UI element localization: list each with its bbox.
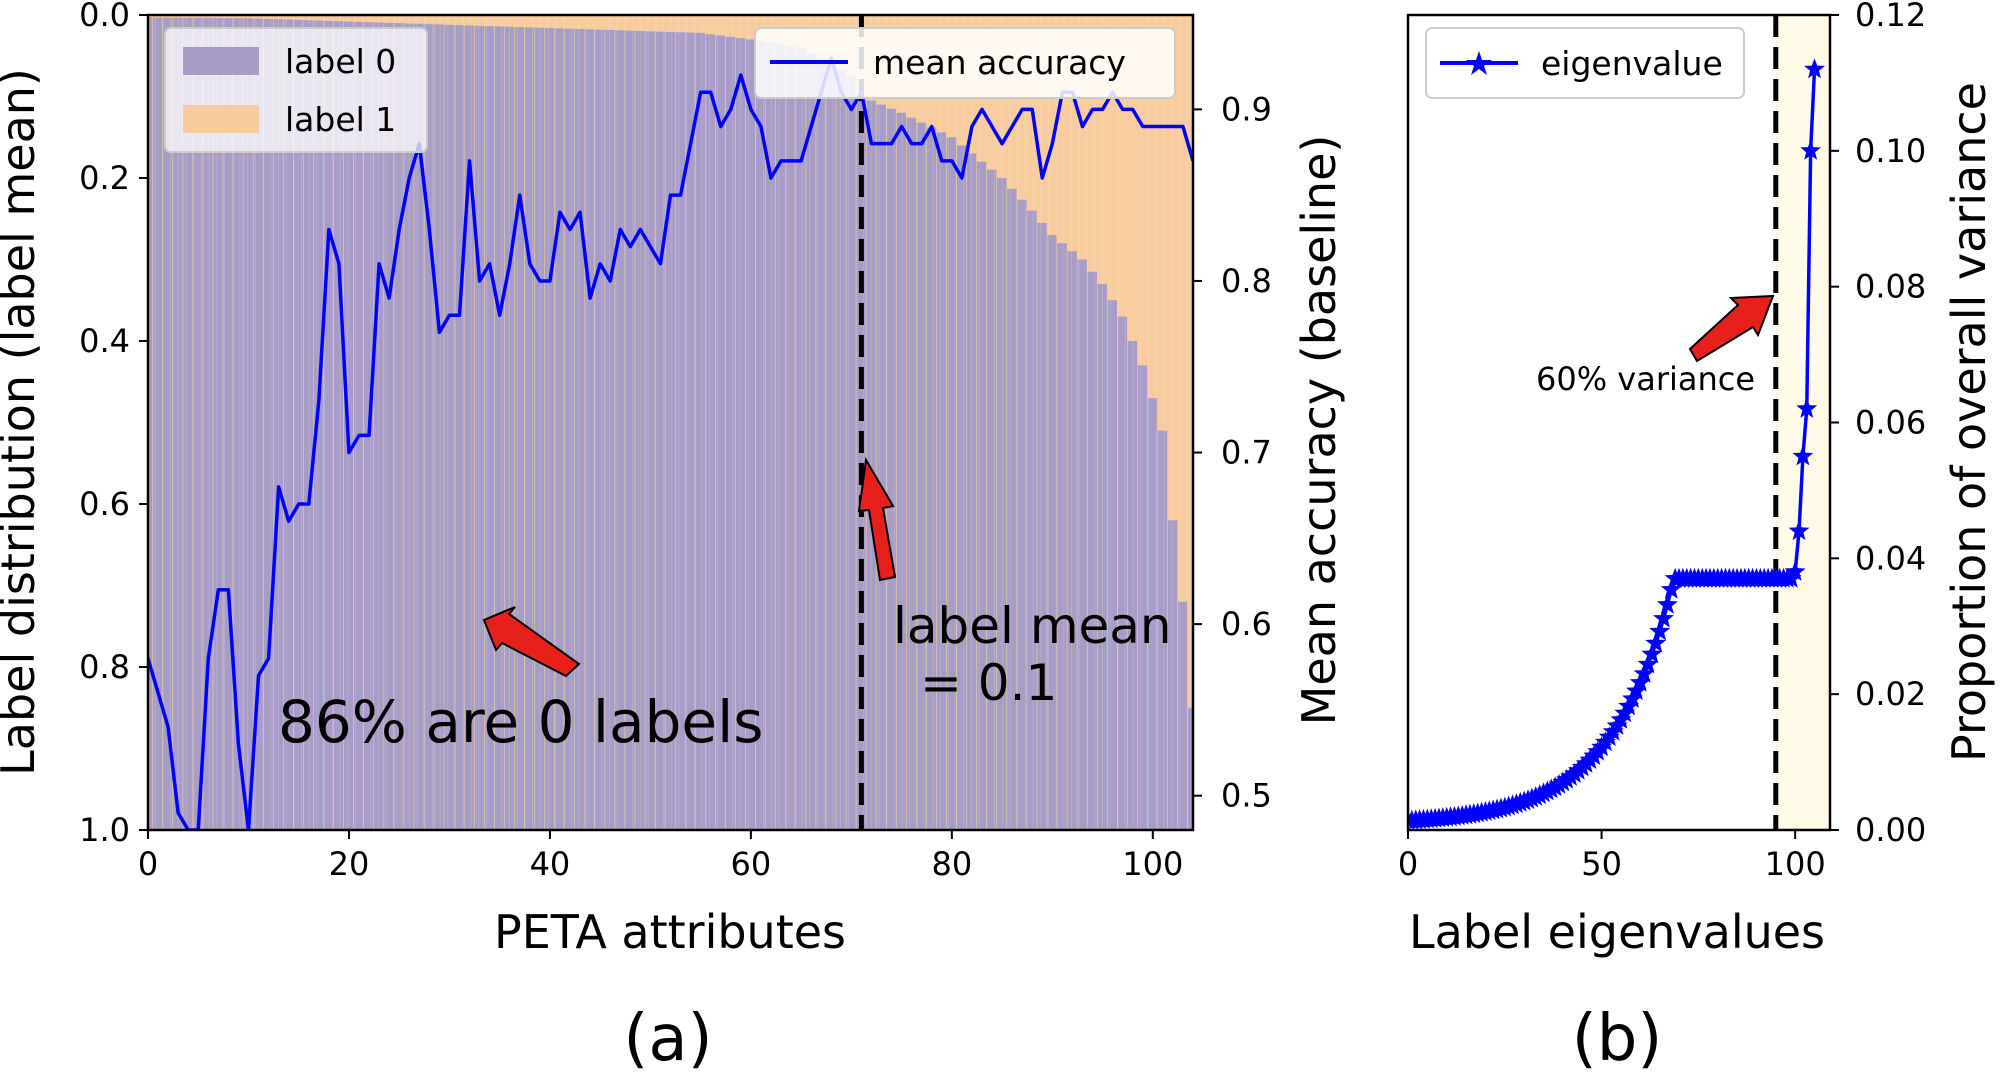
legend-eigenvalue: eigenvalue: [1425, 27, 1745, 99]
y2-tick-label: 0.9: [1221, 90, 1272, 128]
annotation-label-mean-value: = 0.1: [920, 654, 1057, 712]
eigenvalue-point: [1625, 680, 1647, 701]
panel-b-x-label: Label eigenvalues: [1409, 905, 1825, 959]
y-tick-label: 0.04: [1855, 539, 1926, 577]
panel-b-chart: 0 50 100 0.00 0.02 0.04 0.06 0.08 0.10 0.12 eige…: [1398, 0, 1996, 1075]
panel-a-x-label: PETA attributes: [494, 905, 846, 959]
x-tick-label: 100: [1765, 845, 1826, 883]
y-tick-label: 0.0: [79, 0, 130, 34]
panel-a-y2-label: Mean accuracy (baseline): [1292, 135, 1346, 726]
eigenvalue-point: [1788, 520, 1810, 541]
y-tick-label: 0.4: [79, 322, 130, 360]
highlight-span: [1775, 15, 1830, 830]
arrow-icon: [482, 606, 581, 678]
y-tick-label: 0.2: [79, 159, 130, 197]
x-tick-label: 20: [329, 845, 370, 883]
eigenvalue-point: [1800, 139, 1822, 160]
annotation-variance: 60% variance: [1536, 360, 1755, 398]
arrow-icon: [1688, 294, 1775, 363]
x-tick-label: 100: [1122, 845, 1183, 883]
eigenvalue-point: [1660, 578, 1682, 599]
y-tick-label: 0.12: [1855, 0, 1926, 34]
legend-eigenvalue-label: eigenvalue: [1541, 44, 1723, 83]
y-tick-label: 0.10: [1855, 132, 1926, 170]
panel-b-x-ticks: 0 50 100: [1398, 830, 1826, 883]
eigenvalue-point: [1629, 671, 1651, 692]
accuracy-polyline: [148, 56, 1193, 830]
panel-a-chart: 0 20 40 60 80 100 0.00.20.40.60.81.0 0.50.60.…: [0, 0, 1346, 1075]
eigenvalue-point: [1796, 397, 1818, 418]
x-tick-label: 60: [731, 845, 772, 883]
eigenvalue-point: [1792, 445, 1814, 466]
annotation-label-mean: label mean: [893, 597, 1172, 655]
y2-tick-label: 0.6: [1221, 605, 1272, 643]
x-tick-label: 40: [530, 845, 571, 883]
x-tick-label: 0: [1398, 845, 1418, 883]
eigenvalue-point: [1656, 593, 1678, 614]
legend-label: label 0 label 1: [164, 27, 428, 153]
y-tick-label: 0.02: [1855, 675, 1926, 713]
legend-swatch-label-0: [183, 47, 259, 75]
legend-label-0: label 0: [285, 42, 396, 81]
star-icon: [1466, 51, 1492, 75]
panel-b-y-label: Proportion of overall variance: [1942, 82, 1996, 762]
y2-tick-label: 0.5: [1221, 777, 1272, 815]
eigenvalue-point: [1653, 607, 1674, 628]
y-tick-label: 0.00: [1855, 811, 1926, 849]
eigenvalue-point: [1637, 653, 1659, 674]
y-tick-label: 0.06: [1855, 404, 1926, 442]
y-tick-label: 0.8: [79, 648, 130, 686]
panel-a-y-ticks: 0.0 0.2 0.4 0.6 0.8 1.0: [79, 0, 148, 849]
annotation-zero-labels: 86% are 0 labels: [278, 688, 763, 756]
panel-a-frame: [146, 13, 1195, 832]
x-tick-label: 0: [138, 845, 158, 883]
panel-a-caption: (a): [623, 1002, 712, 1075]
panel-a-y2-ticks: 0.5 0.6 0.7 0.8 0.9: [1193, 90, 1272, 815]
legend-accuracy: mean accuracy: [754, 27, 1176, 99]
panel-b-y-ticks: 0.00 0.02 0.04 0.06 0.08 0.10 0.12: [1830, 0, 1926, 849]
eigenvalue-point: [1804, 58, 1825, 79]
y-tick-label: 0.08: [1855, 268, 1926, 306]
y-tick-label: 1.0: [79, 811, 130, 849]
eigenvalue-point: [1784, 560, 1806, 581]
x-tick-label: 80: [931, 845, 972, 883]
legend-mean-accuracy: mean accuracy: [873, 43, 1126, 82]
panel-a-x-ticks: 0 20 40 60 80 100: [138, 830, 1183, 883]
eigenvalue-point: [1645, 632, 1667, 653]
eigenvalue-line: [1408, 58, 1825, 830]
mean-accuracy-line: [148, 56, 1193, 830]
eigenvalue-point: [1641, 643, 1663, 664]
eigenvalue-point: [1633, 662, 1655, 683]
eigenvalue-point: [1649, 620, 1671, 641]
panel-a-y-label: Label distribution (label mean): [0, 68, 45, 776]
y-tick-label: 0.6: [79, 485, 130, 523]
legend-label-1: label 1: [285, 100, 396, 139]
arrow-icon: [857, 457, 897, 582]
x-tick-label: 50: [1581, 845, 1622, 883]
legend-swatch-label-1: [183, 105, 259, 133]
y2-tick-label: 0.8: [1221, 262, 1272, 300]
y2-tick-label: 0.7: [1221, 434, 1272, 472]
panel-b-caption: (b): [1572, 1002, 1663, 1075]
